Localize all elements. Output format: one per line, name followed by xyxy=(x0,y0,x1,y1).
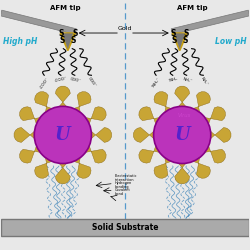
Text: AFM tip: AFM tip xyxy=(50,5,81,11)
Polygon shape xyxy=(202,107,226,126)
Text: U: U xyxy=(55,126,71,144)
Polygon shape xyxy=(154,92,174,115)
Polygon shape xyxy=(208,128,231,142)
Polygon shape xyxy=(175,161,190,184)
Polygon shape xyxy=(172,33,187,50)
Text: -COO⁻: -COO⁻ xyxy=(54,77,68,84)
Text: Hydrogen
bonding: Hydrogen bonding xyxy=(115,180,132,189)
Text: S: S xyxy=(58,29,64,38)
Text: S: S xyxy=(170,29,175,38)
Text: Low pH: Low pH xyxy=(215,37,247,46)
FancyBboxPatch shape xyxy=(1,220,249,236)
Polygon shape xyxy=(190,92,210,115)
Circle shape xyxy=(154,106,211,164)
Text: COO⁻: COO⁻ xyxy=(69,77,81,83)
Text: S: S xyxy=(184,29,189,38)
Polygon shape xyxy=(154,155,174,178)
Polygon shape xyxy=(171,10,250,34)
Text: S: S xyxy=(182,36,188,45)
Text: S: S xyxy=(70,36,76,45)
Polygon shape xyxy=(56,86,70,109)
Text: NH₂⁻: NH₂⁻ xyxy=(182,77,192,83)
Polygon shape xyxy=(60,33,75,50)
Text: AFM tip: AFM tip xyxy=(177,5,208,11)
Circle shape xyxy=(34,106,92,164)
Text: NH₂⁻: NH₂⁻ xyxy=(200,77,208,87)
Polygon shape xyxy=(71,155,91,178)
Text: COO⁻: COO⁻ xyxy=(87,77,97,88)
Polygon shape xyxy=(174,34,185,49)
Text: ⁻NH₂: ⁻NH₂ xyxy=(168,77,178,83)
Polygon shape xyxy=(71,92,91,115)
Polygon shape xyxy=(202,143,226,163)
Polygon shape xyxy=(175,86,190,109)
Polygon shape xyxy=(35,92,54,115)
Text: High pH: High pH xyxy=(3,37,37,46)
Text: ⁻NH₂⁻: ⁻NH₂⁻ xyxy=(152,77,162,89)
Text: S: S xyxy=(172,36,177,45)
Polygon shape xyxy=(63,34,73,49)
Text: Virus: Virus xyxy=(178,113,191,118)
Polygon shape xyxy=(190,155,210,178)
Text: Electrostatic
interaction: Electrostatic interaction xyxy=(115,174,138,182)
Polygon shape xyxy=(83,143,106,163)
Polygon shape xyxy=(56,161,70,184)
Text: S: S xyxy=(72,29,78,38)
Polygon shape xyxy=(83,107,106,126)
Text: -COO⁻: -COO⁻ xyxy=(39,77,50,90)
Polygon shape xyxy=(139,143,162,163)
Text: Solid Substrate: Solid Substrate xyxy=(92,223,158,232)
Polygon shape xyxy=(139,107,162,126)
Polygon shape xyxy=(134,128,156,142)
Polygon shape xyxy=(14,128,36,142)
Polygon shape xyxy=(20,143,43,163)
Text: U: U xyxy=(174,126,190,144)
Polygon shape xyxy=(0,10,76,34)
Text: Covalent
bond: Covalent bond xyxy=(115,188,131,196)
Text: Gold: Gold xyxy=(118,26,132,31)
Polygon shape xyxy=(89,128,112,142)
Polygon shape xyxy=(20,107,43,126)
Text: S: S xyxy=(60,36,65,45)
Polygon shape xyxy=(35,155,54,178)
